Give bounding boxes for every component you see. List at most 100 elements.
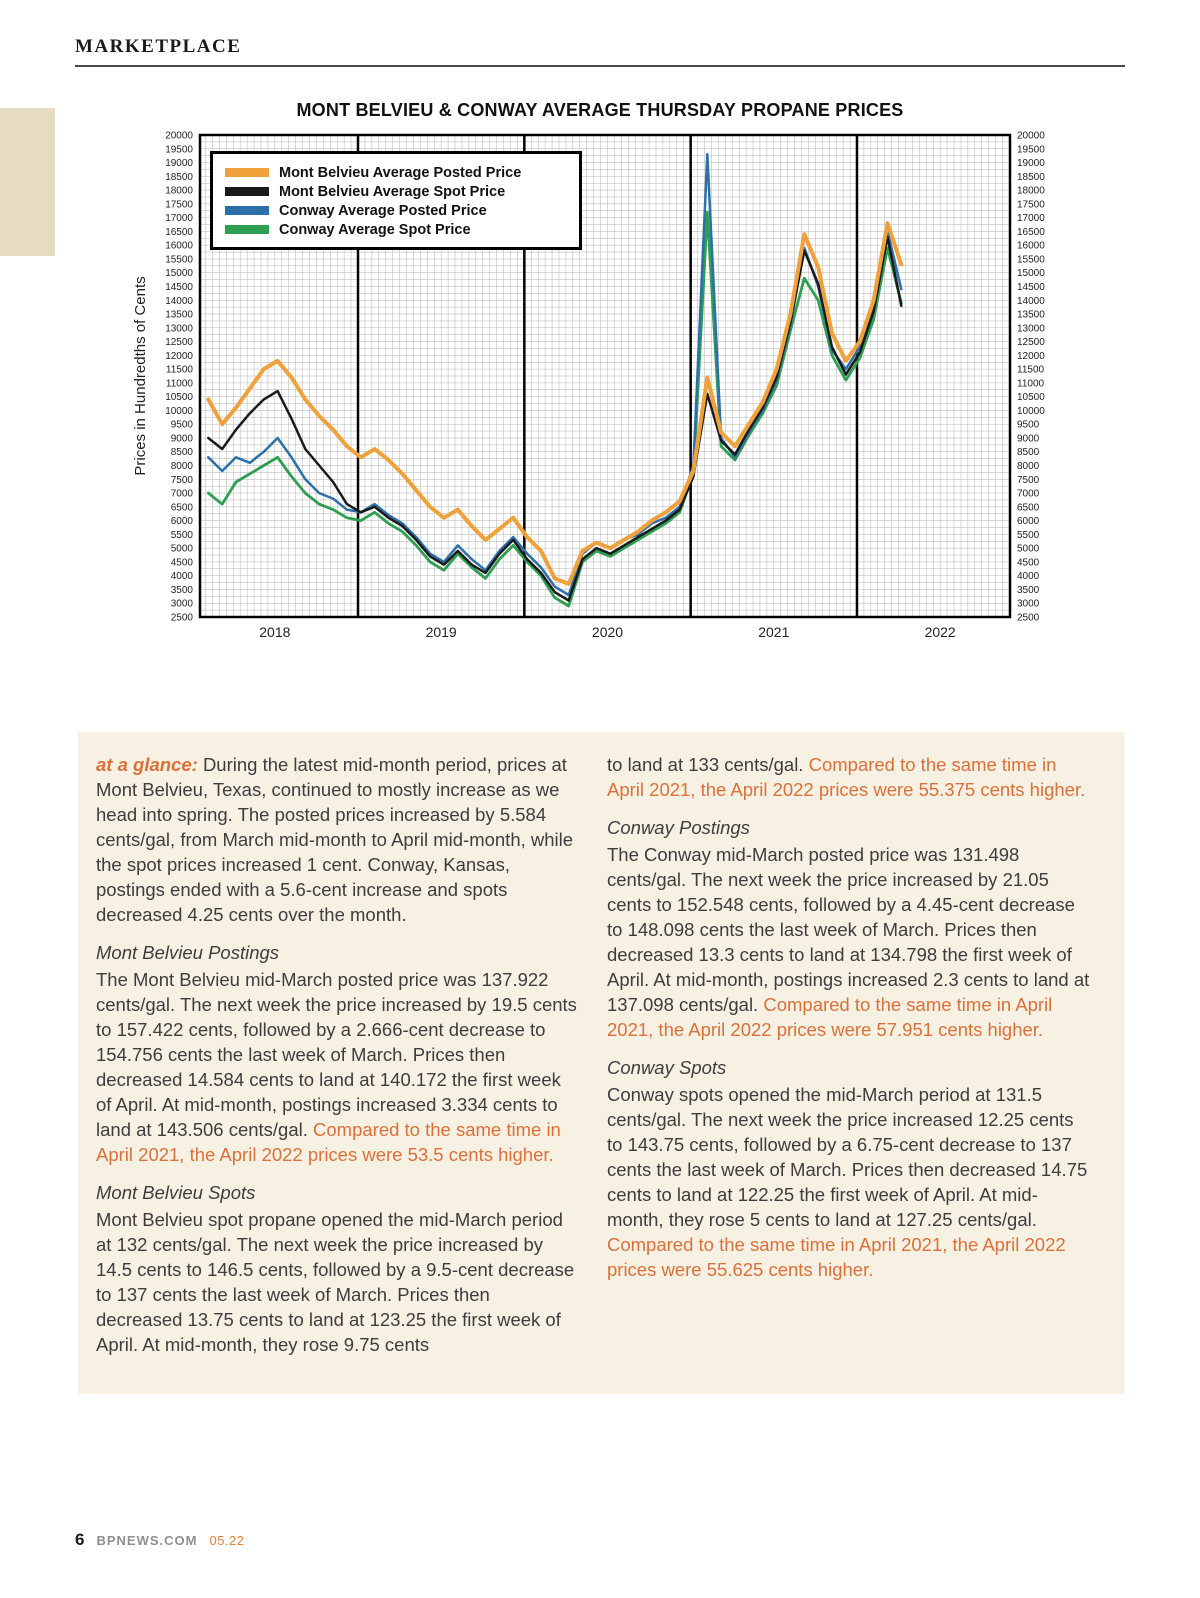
y-tick-label-left: 9500 — [171, 420, 194, 431]
section-heading: Conway Postings — [607, 817, 750, 838]
propane-price-chart: 20000 20000 19500 19500 19000 19000 18500 18500… — [75, 125, 1125, 673]
legend-swatch — [225, 225, 269, 234]
y-tick-label-left: 17500 — [165, 199, 193, 210]
y-tick-label-left: 19500 — [165, 144, 193, 155]
legend-row: Conway Average Spot Price — [225, 220, 567, 239]
y-tick-label-left: 9000 — [171, 433, 194, 444]
y-tick-label-right: 6500 — [1017, 502, 1040, 513]
legend-swatch — [225, 168, 269, 177]
y-tick-label-left: 3000 — [171, 599, 194, 610]
y-tick-label-right: 10500 — [1017, 392, 1045, 403]
y-tick-label-right: 19500 — [1017, 144, 1045, 155]
y-tick-label-right: 12000 — [1017, 351, 1045, 362]
y-tick-label-left: 7500 — [171, 475, 194, 486]
price-chart-svg: 20000 20000 19500 19500 19000 19000 18500 18500… — [132, 131, 1045, 641]
y-tick-label-right: 17500 — [1017, 199, 1045, 210]
y-tick-label-right: 18500 — [1017, 172, 1045, 183]
y-tick-label-right: 3500 — [1017, 585, 1040, 596]
y-tick-label-left: 10000 — [165, 406, 193, 417]
y-tick-label-right: 19000 — [1017, 158, 1045, 169]
paragraph: The Conway mid-March posted price was 13… — [607, 842, 1092, 1042]
y-tick-label-right: 7500 — [1017, 475, 1040, 486]
y-tick-label-right: 2500 — [1017, 613, 1040, 624]
y-tick-label-left: 4000 — [171, 571, 194, 582]
y-tick-label-left: 5500 — [171, 530, 194, 541]
series-line — [206, 221, 904, 586]
article-column-1: at a glance: During the latest mid-month… — [96, 752, 581, 1370]
y-tick-label-right: 9500 — [1017, 420, 1040, 431]
y-tick-label-right: 14500 — [1017, 282, 1045, 293]
accent-text: Compared to the same time in April 2021,… — [96, 1119, 561, 1165]
y-tick-label-right: 13000 — [1017, 323, 1045, 334]
paragraph: Conway spots opened the mid-March period… — [607, 1082, 1092, 1282]
y-tick-label-left: 15500 — [165, 254, 193, 265]
y-tick-label-right: 5000 — [1017, 544, 1040, 555]
y-tick-label-left: 8000 — [171, 461, 194, 472]
y-tick-label-right: 4500 — [1017, 557, 1040, 568]
y-tick-label-left: 14000 — [165, 296, 193, 307]
y-tick-label-right: 8000 — [1017, 461, 1040, 472]
y-tick-label-left: 2500 — [171, 613, 194, 624]
y-tick-label-left: 10500 — [165, 392, 193, 403]
chart-section: MONT BELVIEU & CONWAY AVERAGE THURSDAY P… — [75, 100, 1125, 673]
y-tick-label-left: 14500 — [165, 282, 193, 293]
y-tick-label-right: 12500 — [1017, 337, 1045, 348]
y-tick-label-left: 8500 — [171, 447, 194, 458]
site-name: BPNEWS.COM — [96, 1533, 198, 1548]
legend-label: Conway Average Spot Price — [279, 221, 471, 238]
y-tick-label-right: 11500 — [1017, 365, 1045, 376]
body-text: The Mont Belvieu mid-March posted price … — [96, 969, 577, 1140]
accent-text: Compared to the same time in April 2021,… — [607, 1234, 1066, 1280]
y-tick-label-left: 16000 — [165, 241, 193, 252]
y-tick-label-left: 15000 — [165, 268, 193, 279]
page-edge-tab — [0, 108, 55, 256]
x-tick-label: 2020 — [592, 624, 623, 640]
legend-swatch — [225, 187, 269, 196]
y-tick-label-right: 3000 — [1017, 599, 1040, 610]
y-tick-label-right: 16500 — [1017, 227, 1045, 238]
legend-row: Mont Belvieu Average Posted Price — [225, 163, 567, 182]
page-footer: 6 BPNEWS.COM 05.22 — [75, 1530, 245, 1550]
legend-swatch — [225, 206, 269, 215]
y-tick-label-left: 13500 — [165, 310, 193, 321]
article-column-2: to land at 133 cents/gal. Compared to th… — [607, 752, 1092, 1370]
section-heading: Conway Spots — [607, 1057, 727, 1078]
section-title: MARKETPLACE — [75, 36, 242, 57]
body-text: During the latest mid-month period, pric… — [96, 754, 574, 925]
chart-legend: Mont Belvieu Average Posted Price Mont Be… — [210, 151, 582, 250]
y-tick-label-left: 4500 — [171, 557, 194, 568]
y-tick-label-right: 17000 — [1017, 213, 1045, 224]
y-tick-label-left: 16500 — [165, 227, 193, 238]
at-a-glance-label: at a glance: — [96, 754, 203, 775]
legend-label: Mont Belvieu Average Posted Price — [279, 164, 522, 181]
y-tick-label-right: 13500 — [1017, 310, 1045, 321]
series-line — [207, 235, 903, 602]
issue-label: 05.22 — [209, 1533, 245, 1548]
page-header: MARKETPLACE — [75, 36, 1125, 67]
y-tick-label-left: 12500 — [165, 337, 193, 348]
y-tick-label-left: 20000 — [165, 131, 193, 142]
paragraph: The Mont Belvieu mid-March posted price … — [96, 967, 581, 1167]
body-text: Conway spots opened the mid-March period… — [607, 1084, 1088, 1230]
x-tick-label: 2018 — [259, 624, 290, 640]
header-rule — [75, 65, 1125, 67]
legend-row: Mont Belvieu Average Spot Price — [225, 182, 567, 201]
y-tick-label-left: 12000 — [165, 351, 193, 362]
y-tick-label-right: 20000 — [1017, 131, 1045, 142]
section-heading: Mont Belvieu Spots — [96, 1182, 256, 1203]
legend-label: Mont Belvieu Average Spot Price — [279, 183, 506, 200]
y-tick-label-left: 13000 — [165, 323, 193, 334]
y-tick-label-right: 11000 — [1017, 378, 1045, 389]
y-tick-label-right: 15000 — [1017, 268, 1045, 279]
y-tick-label-left: 7000 — [171, 489, 194, 500]
article: at a glance: During the latest mid-month… — [78, 732, 1124, 1394]
y-tick-label-right: 18000 — [1017, 186, 1045, 197]
y-tick-label-left: 18500 — [165, 172, 193, 183]
y-tick-label-right: 5500 — [1017, 530, 1040, 541]
y-axis-title: Prices in Hundredths of Cents — [132, 276, 149, 475]
paragraph: to land at 133 cents/gal. Compared to th… — [607, 752, 1092, 802]
y-tick-label-right: 16000 — [1017, 241, 1045, 252]
y-tick-label-left: 11500 — [166, 365, 194, 376]
y-tick-label-left: 5000 — [171, 544, 194, 555]
y-tick-label-right: 10000 — [1017, 406, 1045, 417]
